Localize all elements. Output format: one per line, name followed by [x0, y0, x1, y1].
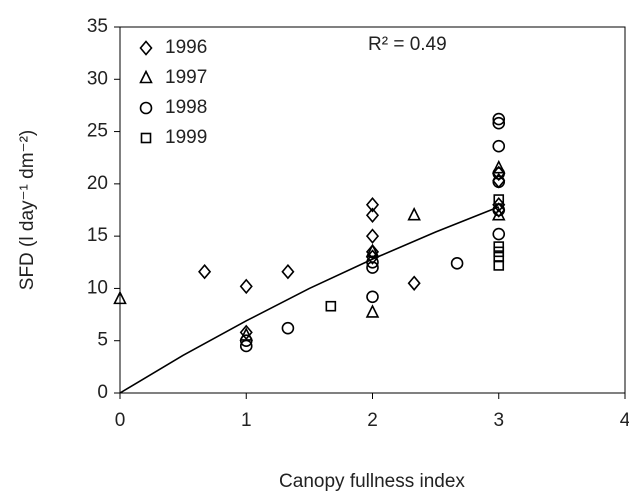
y-tick-label: 20 [87, 173, 108, 194]
point [239, 278, 253, 295]
point [492, 167, 506, 180]
point [366, 290, 379, 304]
point [281, 263, 295, 280]
legend-marker [139, 69, 153, 84]
point [492, 112, 506, 126]
annotation: R² = 0.49 [368, 34, 447, 55]
point [113, 290, 127, 305]
point [492, 227, 506, 241]
point [492, 197, 506, 213]
point [325, 300, 337, 312]
point [492, 139, 506, 153]
x-tick-label: 2 [367, 410, 378, 431]
point [281, 321, 295, 335]
y-tick-label: 0 [97, 382, 108, 403]
point [365, 249, 380, 265]
point [492, 175, 506, 189]
point [366, 261, 379, 274]
legend-label: 1999 [165, 127, 207, 148]
point [365, 207, 380, 223]
point [493, 194, 505, 205]
point [239, 334, 253, 348]
legend-label: 1997 [165, 67, 207, 88]
x-tick-label: 4 [620, 410, 629, 431]
y-axis-label: SFD (l day⁻¹ dm⁻²) [17, 130, 38, 290]
point [239, 324, 253, 341]
x-tick-label: 1 [241, 410, 252, 431]
x-axis-label: Canopy fullness index [279, 471, 465, 492]
point [365, 304, 380, 318]
y-tick-label: 30 [87, 68, 108, 89]
y-tick-label: 10 [87, 277, 108, 298]
point [365, 197, 380, 213]
point [491, 159, 506, 174]
legend-marker [139, 101, 153, 115]
trend-line [119, 206, 500, 394]
y-tick-label: 5 [97, 330, 108, 351]
point [407, 275, 421, 291]
point [239, 339, 253, 353]
x-tick-label: 3 [493, 410, 504, 431]
point [198, 263, 212, 280]
point [365, 228, 380, 244]
point [407, 206, 421, 221]
point [492, 116, 506, 130]
x-tick-label: 0 [115, 410, 126, 431]
point [493, 260, 505, 271]
point [450, 257, 464, 270]
legend-label: 1998 [165, 97, 207, 118]
legend-marker [140, 132, 152, 144]
y-tick-label: 35 [87, 16, 108, 37]
y-tick-label: 25 [87, 121, 108, 142]
y-tick-label: 15 [87, 225, 108, 246]
legend-marker [139, 40, 153, 56]
point [492, 165, 506, 182]
legend-label: 1996 [165, 37, 207, 58]
